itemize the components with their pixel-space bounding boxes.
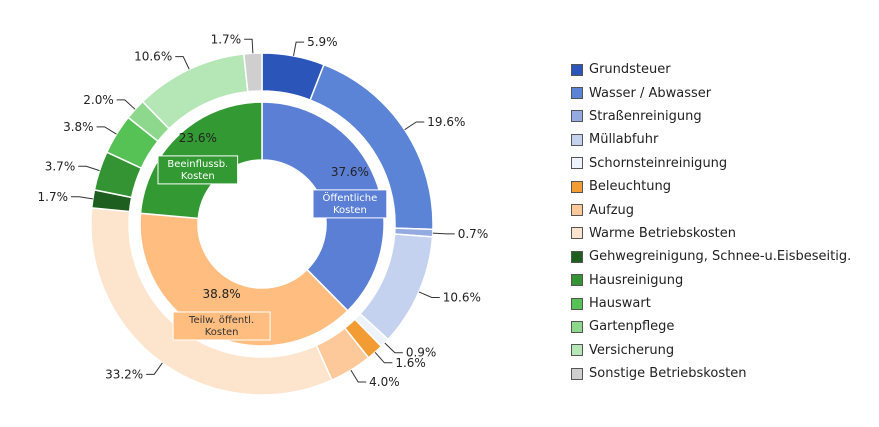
legend-label: Warme Betriebskosten [589, 225, 737, 241]
inner-category-box-2 [157, 155, 239, 185]
legend-label: Grundsteuer [589, 62, 671, 78]
outer-slice-label-2: 0.7% [458, 227, 489, 241]
legend-swatch [571, 133, 583, 146]
legend-item-5: Beleuchtung [571, 175, 851, 198]
legend-swatch [571, 157, 583, 170]
legend-swatch [571, 297, 583, 310]
inner-slice-0 [261, 101, 385, 312]
outer-slice-label-5: 1.6% [395, 356, 426, 370]
outer-slice-label-1: 19.6% [427, 115, 465, 129]
leader-line-12 [175, 56, 190, 70]
legend-swatch [571, 367, 583, 380]
legend-item-3: Müllabfuhr [571, 128, 851, 151]
outer-slice-label-4: 0.9% [406, 346, 437, 360]
inner-category-label-0: Öffentliche Kosten [323, 191, 378, 216]
chart-legend: Grundsteuer Wasser / Abwasser Straßenreini… [571, 58, 851, 385]
outer-slice-label-9: 3.7% [45, 159, 76, 173]
legend-item-4: Schornsteinreinigung [571, 152, 851, 175]
legend-item-12: Versicherung [571, 339, 851, 362]
outer-slice-label-8: 1.7% [38, 190, 69, 204]
legend-item-0: Grundsteuer [571, 58, 851, 81]
legend-item-11: Gartenpflege [571, 315, 851, 338]
legend-label: Aufzug [589, 202, 635, 218]
legend-swatch [571, 344, 583, 357]
inner-slice-value-1: 38.8% [203, 287, 241, 301]
outer-slice-label-10: 3.8% [63, 120, 94, 134]
legend-label: Straßenreinigung [589, 108, 702, 124]
legend-swatch [571, 180, 583, 193]
leader-line-1 [404, 121, 425, 131]
legend-label: Schornsteinreinigung [589, 155, 728, 171]
legend-label: Hausreinigung [589, 272, 684, 288]
outer-slice-label-0: 5.9% [307, 35, 338, 49]
legend-swatch [571, 227, 583, 240]
legend-label: Hauswart [589, 296, 651, 312]
inner-slice-value-0: 37.6% [331, 165, 369, 179]
inner-category-label-2: Beeinflussb. Kosten [167, 159, 228, 182]
legend-item-1: Wasser / Abwasser [571, 81, 851, 104]
outer-slice-label-13: 1.7% [211, 32, 242, 46]
legend-item-6: Aufzug [571, 198, 851, 221]
legend-swatch [571, 320, 583, 333]
leader-line-10 [96, 126, 117, 135]
outer-slice-label-12: 10.6% [134, 50, 172, 64]
inner-slice-value-2: 23.6% [179, 131, 217, 145]
legend-item-10: Hauswart [571, 292, 851, 315]
legend-swatch [571, 110, 583, 123]
inner-category-box-0 [312, 189, 388, 219]
leader-line-4 [384, 342, 403, 354]
leader-line-0 [293, 41, 305, 57]
leader-line-11 [116, 99, 136, 110]
legend-label: Sonstige Betriebskosten [589, 366, 747, 382]
legend-swatch [571, 63, 583, 76]
inner-category-box-1 [172, 311, 271, 341]
outer-slice-label-3: 10.6% [443, 290, 481, 304]
outer-slice-label-6: 4.0% [369, 375, 400, 389]
leader-line-5 [374, 351, 393, 364]
legend-label: Gehwegreinigung, Schnee-u.Eisbeseitig. [589, 249, 852, 265]
leader-line-13 [244, 38, 254, 54]
legend-label: Wasser / Abwasser [589, 85, 712, 101]
leader-line-9 [78, 165, 100, 172]
outer-slice-label-7: 33.2% [105, 367, 143, 381]
outer-slice-label-11: 2.0% [83, 93, 114, 107]
legend-swatch [571, 204, 583, 217]
leader-line-2 [432, 232, 455, 235]
legend-label: Müllabfuhr [589, 132, 659, 148]
legend-swatch [571, 250, 583, 263]
legend-item-9: Hausreinigung [571, 269, 851, 292]
leader-line-3 [418, 291, 440, 298]
legend-label: Gartenpflege [589, 319, 675, 335]
outer-slice-13 [242, 52, 263, 93]
legend-item-13: Sonstige Betriebskosten [571, 362, 851, 385]
inner-category-label-1: Teilw. öffentl. Kosten [188, 315, 254, 338]
legend-swatch [571, 87, 583, 100]
legend-item-7: Warme Betriebskosten [571, 222, 851, 245]
legend-item-2: Straßenreinigung [571, 105, 851, 128]
legend-item-8: Gehwegreinigung, Schnee-u.Eisbeseitig. [571, 245, 851, 268]
leader-line-6 [350, 369, 367, 383]
legend-label: Beleuchtung [589, 179, 671, 195]
leader-line-8 [71, 196, 93, 200]
leader-line-7 [146, 362, 163, 375]
legend-swatch [571, 274, 583, 287]
legend-label: Versicherung [589, 342, 675, 358]
